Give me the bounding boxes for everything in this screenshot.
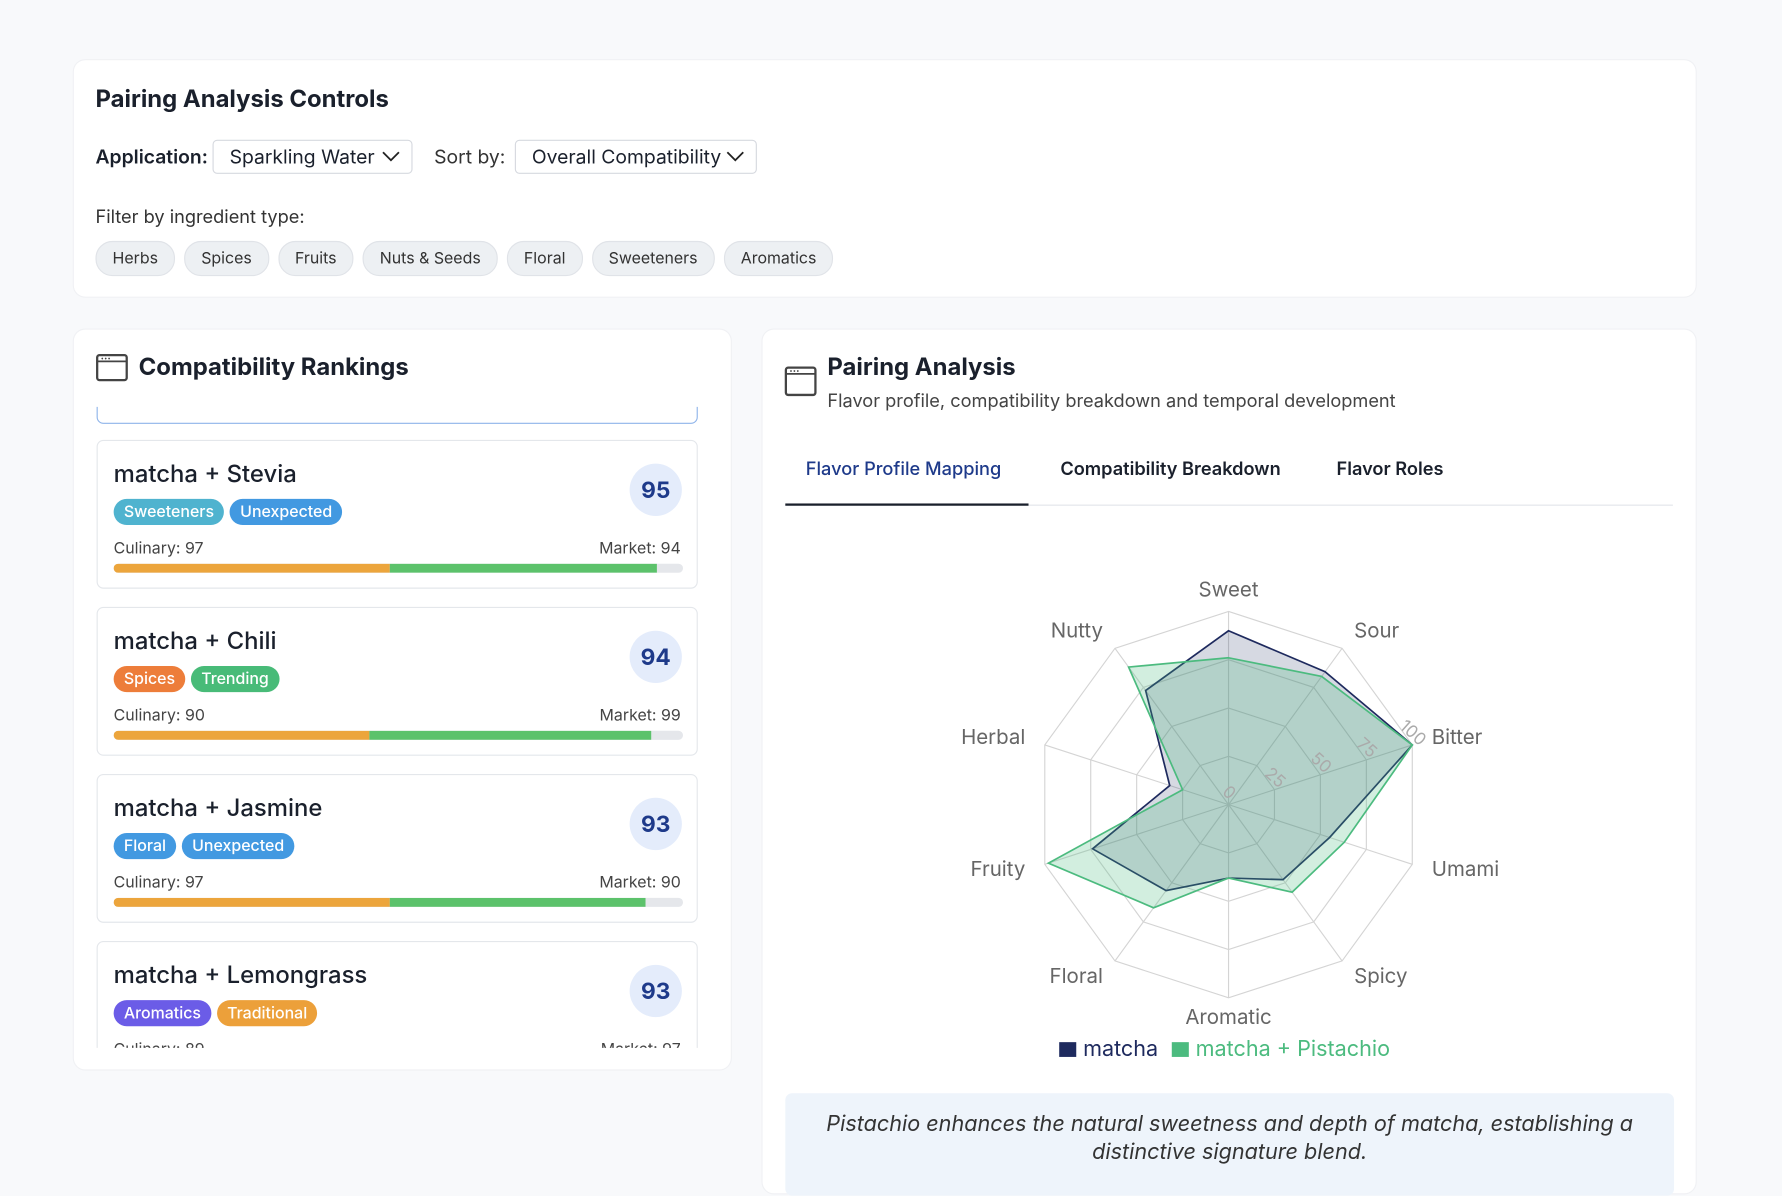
score-bar <box>113 730 684 740</box>
score: 94 <box>629 630 682 684</box>
market-label-text: Market: <box>599 538 657 559</box>
market-label-text: Market: <box>599 705 657 726</box>
note: Pistachio enhances the natural sweetness… <box>826 1110 1634 1165</box>
tab-underline <box>785 503 1029 506</box>
market-value: 90 <box>660 872 681 893</box>
culinary-bar <box>113 563 390 573</box>
culinary-label-text: Culinary: <box>114 1040 181 1048</box>
filter-label: Filter by ingredient type: <box>95 204 305 228</box>
tag: Traditional <box>216 1000 318 1027</box>
filter-pill[interactable]: Floral <box>506 240 583 277</box>
tag: Floral <box>113 833 177 860</box>
selected-item[interactable] <box>96 406 698 424</box>
application-label: Application: <box>95 146 208 170</box>
market-label: Market: 97 <box>601 1040 681 1048</box>
market-value: 94 <box>660 538 681 559</box>
analysis-subtitle: Flavor profile, compatibility breakdown … <box>827 388 1396 412</box>
tab[interactable]: Compatibility Breakdown <box>1060 456 1281 480</box>
culinary-value: 90 <box>184 705 205 726</box>
tag: Sweeteners <box>113 498 225 526</box>
score: 93 <box>629 797 682 851</box>
page: Pairing Analysis Controls Application: S… <box>73 60 1696 1165</box>
item-name: matcha + Jasmine <box>113 794 323 823</box>
panel-icon <box>784 366 817 397</box>
culinary-label: Culinary: 90 <box>114 706 205 725</box>
panel-icon <box>96 354 128 382</box>
market-value: 99 <box>661 705 681 726</box>
filter-pill[interactable]: Aromatics <box>723 240 834 277</box>
tag-list: Spices Trending <box>113 665 285 693</box>
ranking-list: matcha + Stevia 95 Sweeteners Unexpected Cul… <box>74 406 731 1048</box>
culinary-label-text: Culinary: <box>113 705 181 726</box>
market-label-text: Market: <box>599 872 657 893</box>
filter-pill[interactable]: Sweeteners <box>591 240 715 277</box>
item-name: matcha + Lemongrass <box>113 961 368 990</box>
score: 95 <box>629 463 682 516</box>
ranking-item[interactable]: matcha + Lemongrass 93 Aromatics Traditiona… <box>96 941 698 1048</box>
culinary-value: 97 <box>184 538 204 559</box>
market-label: Market: 99 <box>600 706 681 725</box>
ranking-item[interactable]: matcha + Jasmine 93 Floral Unexpected Culina… <box>96 773 698 923</box>
tag: Aromatics <box>113 1000 212 1027</box>
analysis-title: Pairing Analysis <box>827 353 1016 382</box>
sort-value: Overall Compatibility <box>531 146 722 170</box>
market-label-text: Market: <box>601 1040 658 1048</box>
filter-pill[interactable]: Fruits <box>277 240 354 277</box>
market-bar <box>369 730 652 740</box>
filter-pill[interactable]: Herbs <box>95 240 176 277</box>
market-bar <box>389 897 647 907</box>
market-label: Market: 90 <box>599 873 680 892</box>
filter-pill[interactable]: Spices <box>184 240 269 277</box>
note-box: Pistachio enhances the natural sweetness… <box>785 1093 1675 1196</box>
tag-list: Aromatics Traditional <box>113 1000 323 1027</box>
tag: Spices <box>113 665 186 693</box>
market-label: Market: 94 <box>599 539 681 558</box>
ranking-item[interactable]: matcha + Stevia 95 Sweeteners Unexpected Cul… <box>96 439 698 589</box>
rankings-card: Compatibility Rankings matcha + Stevia 95… <box>73 329 731 1070</box>
market-bar <box>389 563 658 573</box>
score-bar <box>113 563 684 573</box>
controls-card: Pairing Analysis Controls Application: S… <box>73 60 1696 297</box>
tag-list: Sweeteners Unexpected <box>113 498 348 526</box>
tag: Unexpected <box>181 833 295 860</box>
chevron <box>726 151 744 162</box>
item-name: matcha + Chili <box>113 627 277 656</box>
tag: Trending <box>191 665 280 693</box>
tag-list: Floral Unexpected <box>113 833 300 860</box>
culinary-bar <box>113 730 370 740</box>
culinary-value: 97 <box>184 872 204 893</box>
culinary-label: Culinary: 89 <box>114 1040 205 1048</box>
sort-label: Sort by: <box>434 146 506 170</box>
market-value: 97 <box>662 1040 681 1048</box>
item-name: matcha + Stevia <box>113 460 297 489</box>
culinary-label-text: Culinary: <box>113 538 181 559</box>
application-value: Sparkling Water <box>229 146 375 170</box>
tab[interactable]: Flavor Roles <box>1336 456 1444 480</box>
score: 93 <box>629 964 682 1018</box>
tab-divider <box>785 504 1673 506</box>
tab[interactable]: Flavor Profile Mapping <box>805 456 1002 480</box>
culinary-label-text: Culinary: <box>113 872 181 893</box>
application-select[interactable]: Sparkling Water <box>212 139 413 174</box>
score-bar <box>113 897 684 907</box>
chevron <box>382 151 400 162</box>
filter-list: Herbs Spices Fruits Nuts & Seeds Floral Sweet… <box>95 240 842 277</box>
culinary-bar <box>113 897 390 907</box>
root: Pairing Analysis Controls Application: S… <box>73 60 1696 1165</box>
culinary-value: 89 <box>185 1040 205 1048</box>
sort-select[interactable]: Overall Compatibility <box>514 139 757 174</box>
tag: Unexpected <box>229 498 343 526</box>
ranking-item[interactable]: matcha + Chili 94 Spices Trending Culinary: … <box>96 606 698 756</box>
controls-title: Pairing Analysis Controls <box>95 85 389 114</box>
filter-pill[interactable]: Nuts & Seeds <box>362 240 498 277</box>
rankings-title: Compatibility Rankings <box>138 353 409 382</box>
culinary-label: Culinary: 97 <box>114 873 204 892</box>
culinary-label: Culinary: 97 <box>114 539 204 558</box>
